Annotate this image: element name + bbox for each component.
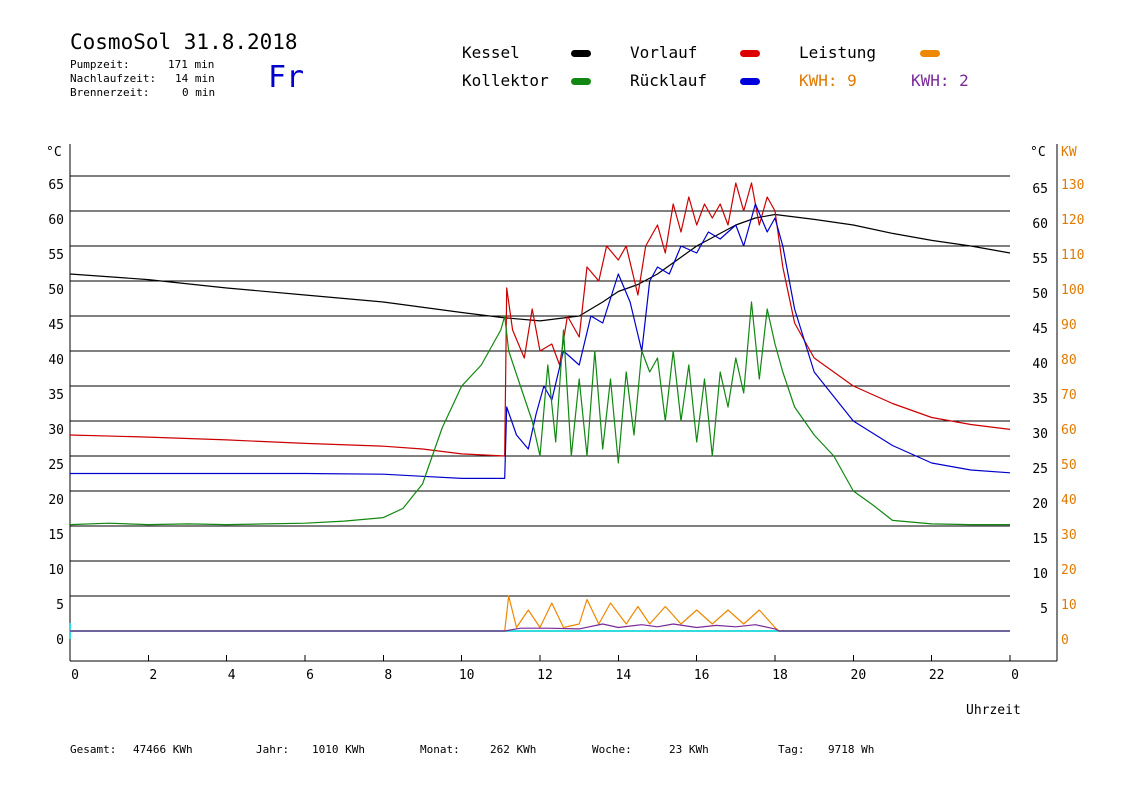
x-tick-label: 2 — [149, 668, 157, 683]
chart-title: CosmoSol 31.8.2018 — [70, 30, 298, 54]
y-left-tick-label: 65 — [48, 178, 64, 193]
y-right-c-tick-label: 5 — [1040, 602, 1048, 617]
legend-kwh-orange: KWH: 9 — [799, 71, 857, 90]
y-left-tick-label: 0 — [56, 633, 64, 648]
legend-leistung-swatch — [920, 50, 940, 57]
footer-woche-label: Woche: — [592, 743, 632, 756]
nachlaufzeit-label: Nachlaufzeit: — [70, 72, 157, 85]
y-left-tick-label: 10 — [48, 563, 64, 578]
legend-kessel-swatch — [571, 50, 591, 57]
y-left-tick-label: 60 — [48, 213, 64, 228]
y-right-c-tick-label: 10 — [1032, 567, 1048, 582]
x-axis-label: Uhrzeit — [966, 703, 1021, 718]
x-tick-label: 4 — [228, 668, 236, 683]
y-right-kw-tick-label: 50 — [1061, 458, 1077, 473]
y-axis-right-unit-c: °C — [1030, 145, 1046, 160]
x-tick-label: 16 — [694, 668, 710, 683]
pumpzeit-label: Pumpzeit: — [70, 58, 130, 71]
y-right-c-tick-label: 50 — [1032, 287, 1048, 302]
y-right-c-tick-label: 65 — [1032, 182, 1048, 197]
y-right-c-tick-label: 35 — [1032, 392, 1048, 407]
y-right-kw-tick-label: 90 — [1061, 318, 1077, 333]
y-right-kw-tick-label: 10 — [1061, 598, 1077, 613]
y-left-tick-label: 45 — [48, 318, 64, 333]
footer-tag-value: 9718 Wh — [828, 743, 875, 756]
y-left-tick-label: 25 — [48, 458, 64, 473]
y-right-c-tick-label: 55 — [1032, 252, 1048, 267]
footer-tag-label: Tag: — [778, 743, 805, 756]
x-tick-label: 14 — [616, 668, 632, 683]
y-left-tick-label: 40 — [48, 353, 64, 368]
x-tick-label: 8 — [384, 668, 392, 683]
x-tick-label: 18 — [772, 668, 788, 683]
footer-jahr-value: 1010 KWh — [312, 743, 365, 756]
y-right-kw-tick-label: 130 — [1061, 178, 1084, 193]
legend-kessel-label: Kessel — [462, 43, 520, 62]
series-line-vorlauf — [69, 182, 1011, 457]
y-right-kw-tick-label: 30 — [1061, 528, 1077, 543]
series-line-kessel — [69, 213, 1011, 322]
pumpzeit-value: 171 min — [168, 58, 215, 71]
legend-kollektor-swatch — [571, 78, 591, 85]
legend-kollektor-label: Kollektor — [462, 71, 549, 90]
series-line-r-cklauf — [70, 203, 1011, 479]
series-line-kollektor — [69, 301, 1010, 526]
y-right-c-tick-label: 30 — [1032, 427, 1048, 442]
x-tick-label: 6 — [306, 668, 314, 683]
y-right-c-tick-label: 25 — [1032, 462, 1048, 477]
series-line-leistung — [70, 595, 1010, 632]
weekday-label: Fr — [268, 60, 305, 95]
y-right-c-tick-label: 40 — [1032, 357, 1048, 372]
y-left-tick-label: 55 — [48, 248, 64, 263]
tick-labels: 0 2 4 6 8 10 12 14 16 18 20 22 005101520253035404550… — [48, 178, 1084, 683]
y-axis-left-unit: °C — [46, 145, 62, 160]
axes — [69, 144, 1058, 662]
x-tick-label: 22 — [929, 668, 945, 683]
y-right-kw-tick-label: 0 — [1061, 633, 1069, 648]
footer-gesamt-value: 47466 KWh — [133, 743, 193, 756]
y-right-kw-tick-label: 110 — [1061, 248, 1084, 263]
x-tick-label: 0 — [71, 668, 79, 683]
footer-woche-value: 23 KWh — [669, 743, 709, 756]
legend-kwh-purple: KWH: 2 — [911, 71, 969, 90]
y-right-kw-tick-label: 40 — [1061, 493, 1077, 508]
x-tick-label: 20 — [851, 668, 867, 683]
legend-vorlauf-swatch — [740, 50, 760, 57]
brennerzeit-value: 0 min — [182, 86, 216, 99]
y-right-kw-tick-label: 120 — [1061, 213, 1084, 228]
y-right-c-tick-label: 45 — [1032, 322, 1048, 337]
legend-leistung-label: Leistung — [799, 43, 877, 62]
x-tick-label: 10 — [459, 668, 475, 683]
y-axis-right-unit-kw: KW — [1061, 145, 1077, 160]
y-right-c-tick-label: 60 — [1032, 217, 1048, 232]
x-tick-label: 0 — [1011, 668, 1019, 683]
footer-gesamt-label: Gesamt: — [70, 743, 117, 756]
y-left-tick-label: 20 — [48, 493, 64, 508]
footer-jahr-label: Jahr: — [256, 743, 290, 756]
y-right-c-tick-label: 15 — [1032, 532, 1048, 547]
y-left-tick-label: 30 — [48, 423, 64, 438]
y-right-kw-tick-label: 70 — [1061, 388, 1077, 403]
y-right-c-tick-label: 20 — [1032, 497, 1048, 512]
series-line-kwh — [70, 623, 1010, 632]
y-left-tick-label: 5 — [56, 598, 64, 613]
nachlaufzeit-value: 14 min — [175, 72, 215, 85]
x-tick-label: 12 — [537, 668, 553, 683]
footer-monat-label: Monat: — [420, 743, 460, 756]
series-lines — [69, 182, 1011, 639]
y-right-kw-tick-label: 80 — [1061, 353, 1077, 368]
footer-monat-value: 262 KWh — [490, 743, 537, 756]
brennerzeit-label: Brennerzeit: — [70, 86, 150, 99]
legend-ruecklauf-label: Rücklauf — [630, 71, 708, 90]
y-right-kw-tick-label: 20 — [1061, 563, 1077, 578]
legend-vorlauf-label: Vorlauf — [630, 43, 698, 62]
y-left-tick-label: 35 — [48, 388, 64, 403]
legend-ruecklauf-swatch — [740, 78, 760, 85]
y-right-kw-tick-label: 100 — [1061, 283, 1084, 298]
y-left-tick-label: 50 — [48, 283, 64, 298]
y-right-kw-tick-label: 60 — [1061, 423, 1077, 438]
y-left-tick-label: 15 — [48, 528, 64, 543]
grid-lines — [70, 175, 1010, 597]
